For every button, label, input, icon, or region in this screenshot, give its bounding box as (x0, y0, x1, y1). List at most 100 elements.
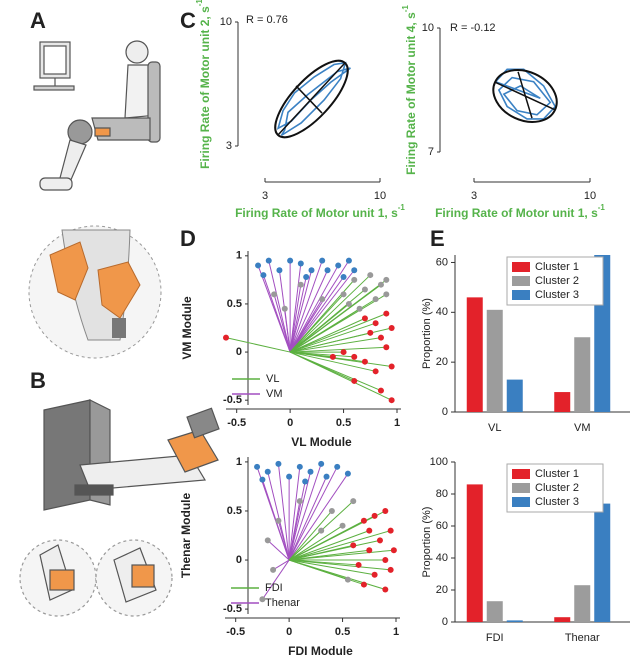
point (351, 276, 358, 283)
point (361, 315, 368, 322)
major-axis (277, 62, 346, 136)
point (223, 334, 229, 341)
point (339, 522, 346, 529)
point (328, 507, 335, 514)
vector (289, 549, 394, 561)
point (287, 257, 294, 264)
point (265, 257, 272, 264)
x-axis-label: FDI Module (288, 644, 353, 658)
x-tick-label: 0 (286, 626, 292, 638)
point (323, 473, 330, 480)
y-tick-label: 20 (436, 356, 448, 368)
y-tick-label: -0.5 (223, 603, 242, 615)
x-tick-label: 3 (262, 190, 268, 202)
vector (289, 308, 360, 353)
y-tick-label: 1 (236, 456, 242, 468)
panel-label: E (430, 226, 445, 251)
point (324, 267, 331, 274)
vector (288, 501, 301, 561)
bar (554, 617, 571, 622)
vector (268, 260, 291, 353)
vector (267, 540, 290, 561)
point (372, 368, 379, 375)
vector (262, 274, 291, 353)
point (334, 463, 341, 470)
point (382, 557, 389, 564)
vector (272, 559, 290, 571)
point (351, 267, 358, 274)
vector (288, 466, 338, 561)
y-tick-label: 40 (436, 552, 448, 564)
trajectory-trace (494, 68, 557, 120)
point (340, 291, 347, 298)
x-tick-label: -0.5 (226, 626, 245, 638)
point (303, 273, 310, 280)
vector (289, 270, 312, 353)
point (340, 349, 347, 356)
vector (289, 274, 371, 353)
vector (225, 337, 291, 353)
vector (290, 332, 371, 353)
point (318, 527, 325, 534)
point (367, 329, 374, 336)
point (264, 537, 271, 544)
point (302, 478, 309, 485)
y-tick-label: 7 (428, 146, 434, 158)
x-tick-label: 0.5 (336, 417, 351, 429)
vector (289, 276, 344, 353)
vector (288, 466, 301, 561)
y-tick-label: 1 (236, 250, 242, 262)
bar (486, 309, 503, 412)
minor-axis (517, 71, 533, 119)
y-tick-label: 0.5 (227, 298, 242, 310)
point (361, 286, 368, 293)
vector (288, 510, 386, 561)
point (366, 527, 373, 534)
point (361, 358, 368, 365)
minor-axis (295, 85, 323, 114)
vector (288, 530, 391, 561)
x-axis-label: VL Module (291, 435, 352, 449)
trajectory-trace (276, 61, 351, 137)
point (255, 262, 262, 269)
annotation: R = -0.12 (450, 22, 496, 34)
point (387, 527, 394, 534)
y-tick-label: 0 (236, 554, 242, 566)
point (329, 353, 336, 360)
y-tick-label: 40 (436, 306, 448, 318)
vector (288, 471, 311, 561)
point (371, 512, 378, 519)
ylabel-label: Firing Rate of Motor unit 4, s-1 (401, 5, 418, 175)
point (296, 498, 303, 505)
point (345, 257, 352, 264)
x-tick-label: 10 (584, 190, 596, 202)
x-tick-label: 3 (471, 190, 477, 202)
point (260, 272, 267, 279)
point (356, 305, 363, 312)
vector (289, 313, 387, 353)
xlabel-label: Firing Rate of Motor unit 1, s-1 (435, 203, 605, 220)
unit-exponent: -1 (401, 5, 410, 13)
point (350, 498, 357, 505)
legend-swatch (512, 290, 530, 300)
point (281, 305, 288, 312)
legend-label: Cluster 3 (535, 496, 579, 508)
unit-exponent: -1 (195, 0, 204, 6)
vector (289, 263, 302, 353)
point (351, 377, 358, 384)
illustration-hand (19, 399, 220, 617)
vector (288, 510, 333, 561)
y-tick-label: 0 (442, 616, 448, 628)
point (382, 507, 389, 514)
legend-label: FDI (265, 582, 283, 594)
legend-swatch (512, 497, 530, 507)
x-tick-label: 10 (374, 190, 386, 202)
bar (594, 503, 611, 622)
point (340, 273, 347, 280)
x-tick-label: FDI (486, 632, 504, 644)
vector (289, 351, 382, 392)
point (275, 460, 282, 467)
point (271, 291, 278, 298)
bar (574, 337, 591, 412)
